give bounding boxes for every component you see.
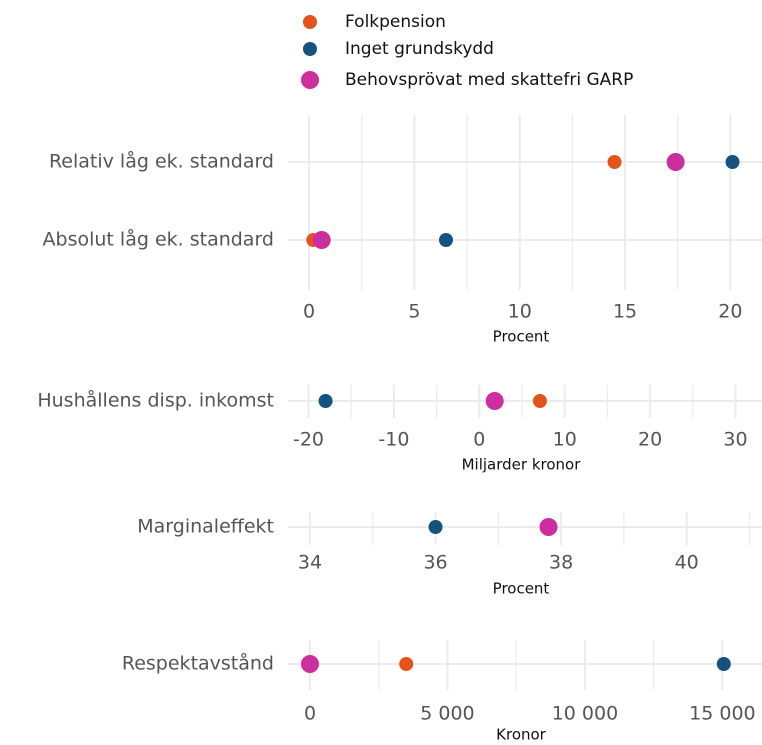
- dot: [716, 657, 731, 671]
- x-tick-label: -20: [293, 429, 324, 451]
- dot: [318, 394, 333, 408]
- dot: [532, 394, 547, 408]
- x-tick-label: 34: [298, 552, 322, 574]
- x-tick-label: 30: [723, 429, 747, 451]
- legend-label: Behovsprövat med skattefri GARP: [345, 70, 633, 90]
- category-label: Absolut låg ek. standard: [43, 228, 274, 251]
- legend-marker: [303, 15, 317, 29]
- x-axis-title: Miljarder kronor: [462, 456, 582, 474]
- x-tick-label: 20: [718, 301, 742, 323]
- x-tick-label: -10: [378, 429, 409, 451]
- x-tick-label: 0: [473, 429, 485, 451]
- x-tick-label: 10 000: [552, 703, 618, 725]
- dot: [300, 655, 319, 673]
- category-label: Respektavstånd: [122, 652, 274, 675]
- category-label: Marginaleffekt: [137, 516, 274, 538]
- dot: [439, 233, 453, 247]
- dot: [539, 518, 558, 536]
- x-tick-label: 15: [613, 301, 637, 323]
- x-tick-label: 36: [423, 552, 447, 574]
- legend-marker: [301, 71, 319, 89]
- legend-marker: [303, 42, 317, 56]
- dot: [725, 155, 740, 169]
- x-tick-label: 5 000: [420, 703, 474, 725]
- dot: [485, 392, 504, 410]
- x-tick-label: 0: [303, 301, 315, 323]
- category-label: Relativ låg ek. standard: [49, 150, 274, 173]
- x-tick-label: 40: [675, 552, 699, 574]
- dot: [607, 155, 622, 169]
- dot: [399, 657, 414, 671]
- x-axis-title: Procent: [493, 580, 550, 598]
- dot: [666, 153, 685, 171]
- x-tick-label: 20: [638, 429, 662, 451]
- dot: [312, 231, 331, 249]
- x-tick-label: 38: [549, 552, 573, 574]
- dot: [428, 520, 443, 534]
- x-tick-label: 15 000: [689, 703, 755, 725]
- x-tick-label: 10: [508, 301, 532, 323]
- x-tick-label: 5: [408, 301, 420, 323]
- legend-label: Folkpension: [345, 12, 446, 32]
- x-tick-label: 0: [304, 703, 316, 725]
- x-axis-title: Kronor: [496, 726, 547, 744]
- legend-label: Inget grundskydd: [345, 39, 494, 59]
- category-label: Hushållens disp. inkomst: [37, 389, 274, 412]
- x-tick-label: 10: [553, 429, 577, 451]
- x-axis-title: Procent: [493, 328, 550, 346]
